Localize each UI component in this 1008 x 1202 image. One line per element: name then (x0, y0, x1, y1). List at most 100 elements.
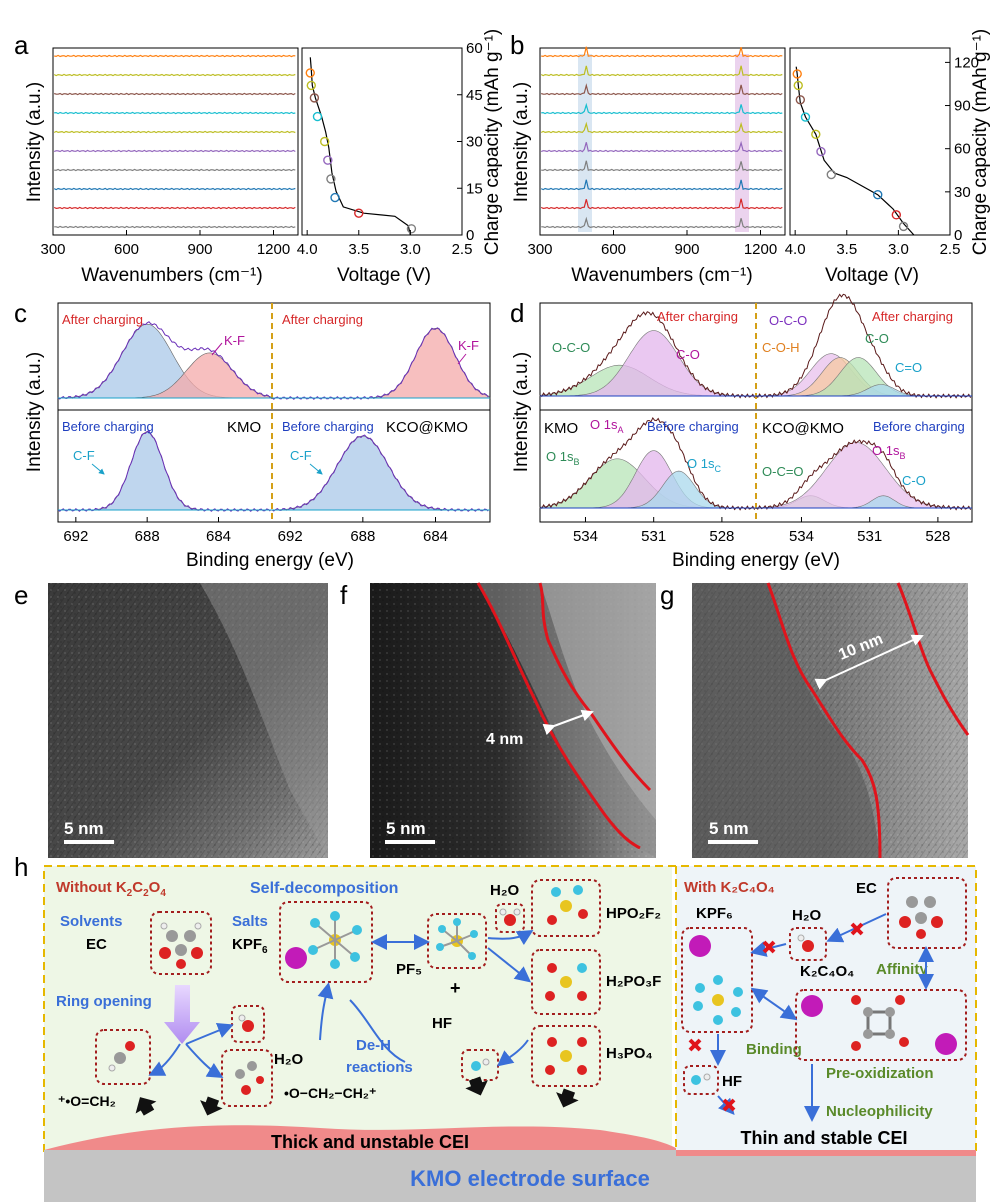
raman-series-9 (53, 73, 296, 77)
xps-envelope (57, 321, 271, 400)
capacity-marker (826, 169, 836, 180)
y-label-intensity-d: Intensity (a.u.) (511, 352, 532, 472)
tem-g: 10 nm 5 nm (692, 582, 970, 859)
capacity-marker (330, 192, 340, 203)
raman-spectra-b (540, 46, 783, 229)
capacity-marker (320, 136, 330, 147)
capacity-frame-b (789, 47, 951, 236)
x-tick-label: 528 (925, 528, 950, 545)
block-cross-3 (688, 1038, 702, 1052)
hpo2f2-label: HPO₂F₂ (606, 905, 661, 922)
x-tick-label: 684 (206, 528, 231, 545)
d-after-label-2: After charging (872, 309, 953, 324)
d-co-label-1: C-O (676, 347, 700, 362)
raman-series-8 (54, 92, 296, 96)
panel-letter-g: g (660, 580, 674, 610)
y-tick-label: 60 (954, 141, 971, 158)
y-tick-label: 0 (954, 227, 962, 244)
raman-series-5 (540, 140, 783, 153)
c-cf-label-1: C-F (73, 448, 95, 463)
xps-envelope (539, 311, 756, 399)
thickness-label-f: 4 nm (486, 731, 523, 748)
c-kf-label-2: K-F (458, 338, 479, 353)
x-tick-label: 300 (40, 241, 65, 258)
d-co-label-3: C-O (902, 473, 926, 488)
h2po3f-molecule (545, 963, 587, 1001)
xps-component (58, 431, 272, 511)
with-h2o-label: H₂O (792, 907, 821, 924)
xps-envelope (755, 439, 972, 511)
x-tick-label: 4.0 (785, 241, 806, 258)
y-tick-label: 30 (466, 134, 483, 151)
d-after-label-1: After charging (657, 309, 738, 324)
xps-c-ticks: 692 688 684 692 688 684 (63, 517, 448, 545)
scale-bar-g: 5 nm (709, 819, 749, 838)
raman-spectra-a (53, 54, 296, 229)
capacity-ticks-a: 4.0 3.5 3.0 2.50 15 30 45 60 (297, 40, 483, 258)
c-before-label-1: Before charging (62, 419, 154, 434)
binding-label: Binding (746, 1041, 802, 1058)
c-after-label-2: After charging (282, 312, 363, 327)
x-tick-label: 3.5 (836, 241, 857, 258)
self-decomposition-label: Self-decomposition (250, 880, 398, 897)
y-tick-label: 120 (954, 54, 979, 71)
d-ocdo-label: O-C=O (762, 464, 804, 479)
xps-c-curves (57, 321, 491, 512)
small-water (238, 1014, 254, 1032)
raman-series-10 (541, 46, 783, 58)
raman-series-8 (541, 83, 783, 96)
raman-series-3 (53, 187, 296, 191)
x-tick-label: 692 (278, 528, 303, 545)
h2po3f-label: H₂PO₃F (606, 973, 661, 990)
raman-series-1 (54, 225, 296, 229)
right-water-molecule (797, 934, 814, 952)
d-before-label-2: Before charging (873, 419, 965, 434)
panel-letter-a: a (14, 30, 29, 60)
x-label-binding-d: Binding energy (eV) (672, 550, 840, 571)
d-coh-label: C-O-H (762, 340, 800, 355)
with-kpf6-label: KPF₆ (696, 905, 733, 922)
block-cross-2 (850, 922, 864, 936)
without-title: Without K2C2O4 (56, 879, 166, 899)
d-ceo-label: C=O (895, 360, 922, 375)
x-tick-label: 692 (63, 528, 88, 545)
x-tick-label: 534 (573, 528, 598, 545)
right-kpf6-molecule (689, 935, 743, 1025)
with-hf-label: HF (722, 1073, 742, 1090)
panel-letter-h: h (14, 852, 28, 882)
x-tick-label: 600 (114, 241, 139, 258)
capacity-marker (811, 129, 821, 140)
svg-text:O 1sA: O 1sA (590, 417, 623, 435)
block-cross-1 (762, 940, 776, 954)
scale-bar-e: 5 nm (64, 819, 104, 838)
electrode-label: KMO electrode surface (410, 1166, 650, 1191)
x-tick-label: 528 (709, 528, 734, 545)
panel-letter-f: f (340, 580, 348, 610)
raman-series-7 (541, 102, 783, 115)
scale-bar-f: 5 nm (386, 819, 426, 838)
svg-text:O 1sB: O 1sB (872, 443, 905, 461)
h3po4-molecule (545, 1037, 587, 1075)
x-label-wavenumbers-b: Wavenumbers (cm⁻¹) (571, 265, 752, 286)
h2o-label-2: H₂O (274, 1051, 303, 1068)
y-tick-label: 15 (466, 180, 483, 197)
panel-letter-d: d (510, 298, 524, 328)
h3po4-label: H₃PO₄ (606, 1045, 653, 1062)
ec-molecule (159, 922, 203, 969)
capacity-marker (306, 80, 316, 91)
y-tick-label: 30 (954, 184, 971, 201)
right-ec-molecule (899, 896, 943, 939)
x-tick-label: 1200 (744, 241, 777, 258)
capacity-line (795, 66, 915, 236)
xps-c-frame (57, 302, 491, 523)
capacity-marker (354, 208, 364, 218)
panel-a: 300 600 900 1200 Intensity (a.u.) Wavenumbe… (24, 29, 503, 286)
y-tick-label: 45 (466, 87, 483, 104)
x-tick-label: 534 (789, 528, 814, 545)
y-label-intensity-a: Intensity (a.u.) (24, 82, 45, 202)
d-co-label-2: C-O (865, 331, 889, 346)
capacity-marker (309, 93, 320, 103)
capacity-marker (816, 146, 826, 157)
y-label-capacity-a: Charge capacity (mAh g⁻¹) (482, 29, 503, 256)
ec-label: EC (86, 936, 107, 953)
